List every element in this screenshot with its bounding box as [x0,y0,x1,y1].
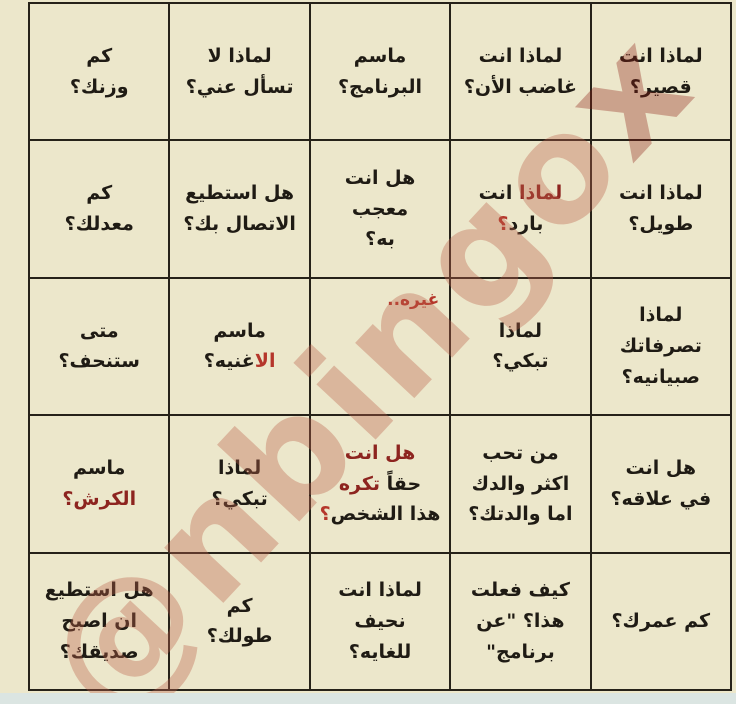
cell-line: هل انت [344,166,416,189]
cell-line: الكرش؟ [62,487,137,510]
grid-cell-r5-c3: لماذا انت نحيف للغايه؟ [309,552,451,690]
grid-cell-r4-c1: هل انت في علاقه؟ [590,415,731,553]
cell-line: قصير؟ [629,75,692,98]
grid-cell-r2-c5: كم معدلك؟ [29,140,170,278]
cell-line: حقاً تكره [338,472,422,495]
cell-line: به؟ [365,228,395,251]
bingo-grid: لماذا انت قصير؟ لماذا انت غاضب الأن؟ ماسم الب… [28,2,732,691]
cell-line: ان اصبح [61,609,138,632]
grid-cell-r4-c5: ماسم الكرش؟ [29,415,170,553]
grid-cell-r5-c1: كم عمرك؟ [590,552,731,690]
cell-line: هل انت [625,457,697,480]
cell-line: ماسم [72,457,126,480]
grid-cell-r1-c3: ماسم البرنامج؟ [309,3,451,141]
grid-cell-r3-c2: لماذا تبكي؟ [450,277,591,416]
cell-line: الاغنيه؟ [203,350,276,373]
grid-cell-r1-c2: لماذا انت غاضب الأن؟ [450,3,591,141]
grid-cell-r4-c4: لماذا تبكي؟ [169,415,310,553]
cell-line: غيره.. [387,289,440,310]
cell-line: لماذا [498,319,543,342]
grid-cell-r1-c1: لماذا انت قصير؟ [590,3,731,141]
grid-cell-r2-c3: هل انت معجب به؟ [309,140,451,278]
cell-line: غاضب الأن؟ [463,75,577,98]
cell-line: اكثر والدك [471,472,570,495]
cell-line: تبكي؟ [492,350,549,373]
cell-line: كم عمرك؟ [611,609,711,632]
cell-line: تصرفاتك [619,335,702,358]
grid-cell-r3-c4: ماسم الاغنيه؟ [169,277,310,416]
grid-cell-r2-c4: هل استطيع الاتصال بك؟ [169,140,310,278]
cell-line: لماذا انت [478,182,563,205]
cell-line: هل استطيع [185,182,295,205]
cell-line: هذا؟ "عن [476,609,565,632]
grid-cell-r3-c1: لماذا تصرفاتك صبيانيه؟ [590,277,731,416]
cell-line: متى [79,319,119,342]
cell-line: لماذا لا [207,44,272,67]
bottom-strip [0,693,736,704]
grid-cell-r1-c5: كم وزنك؟ [29,3,170,141]
grid-cell-r2-c1: لماذا انت طويل؟ [590,140,731,278]
cell-line: كم [226,594,253,617]
cell-line: ماسم [213,319,266,342]
cell-line: كم [86,44,113,67]
cell-line: ستنحف؟ [58,350,140,373]
cell-line: وزنك؟ [69,75,129,98]
grid-cell-r4-c2: من تحب اكثر والدك اما والدتك؟ [450,415,591,553]
cell-line: طويل؟ [628,213,694,236]
cell-line: معدلك؟ [64,213,134,236]
cell-line: من تحب [482,441,559,464]
cell-line: في علاقه؟ [610,487,712,510]
cell-line: للغايه؟ [348,640,412,663]
cell-line: لماذا [639,304,683,327]
grid-cell-r4-c3: هل انت حقاً تكره هذا الشخص؟ [309,415,451,553]
cell-line: الاتصال بك؟ [183,213,296,236]
cell-line: لماذا [217,457,262,480]
cell-line: ماسم [353,44,407,67]
cell-line: لماذا انت [618,44,703,67]
cell-line: لماذا انت [478,44,563,67]
grid-cell-r3-c5: متى ستنحف؟ [29,277,170,416]
grid-cell-r1-c4: لماذا لا تسأل عني؟ [169,3,310,141]
cell-line: طولك؟ [206,625,273,648]
grid-cell-r3-c3: غيره.. [309,277,451,416]
grid-cell-r2-c2: لماذا انت بارد؟ [450,140,591,278]
cell-line: هذا الشخص؟ [319,503,441,526]
cell-line: البرنامج؟ [338,75,422,98]
cell-line: كم [86,182,113,205]
grid-cell-r5-c2: كيف فعلت هذا؟ "عن برنامج" [450,552,591,690]
cell-line: كيف فعلت [470,579,570,602]
cell-line: تسأل عني؟ [185,75,294,98]
cell-line: صبيانيه؟ [621,365,701,388]
cell-line: برنامج" [486,640,555,663]
grid-cell-r5-c4: كم طولك؟ [169,552,310,690]
cell-line: لماذا انت [338,579,422,602]
cell-line: اما والدتك؟ [468,503,573,526]
cell-line: نحيف [354,609,406,632]
cell-line: بارد؟ [497,213,544,236]
cell-line: تبكي؟ [211,487,268,510]
cell-line: صديقك؟ [59,640,139,663]
grid-cell-r5-c5: هل استطيع ان اصبح صديقك؟ [29,552,170,690]
cell-line: هل انت [344,441,416,464]
cell-line: معجب [351,197,409,220]
cell-line: لماذا انت [618,182,703,205]
cell-line: هل استطيع [44,579,154,602]
